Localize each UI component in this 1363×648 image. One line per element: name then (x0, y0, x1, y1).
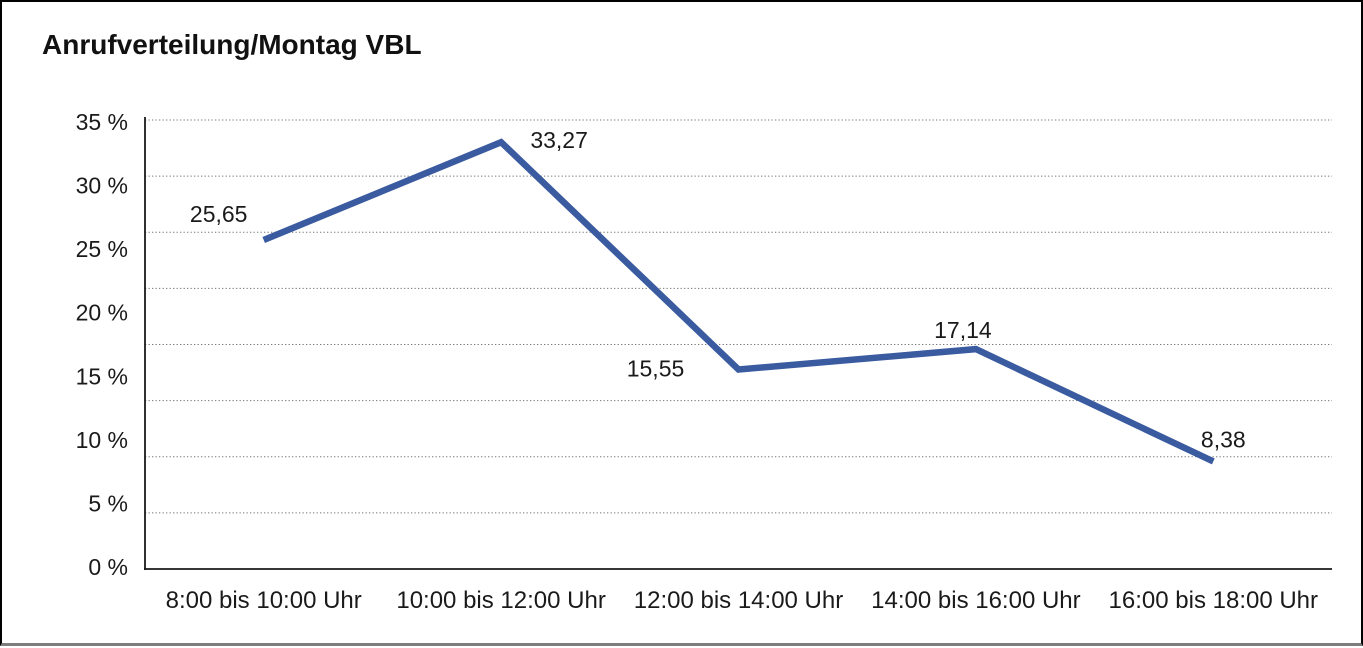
y-tick-label: 35 % (76, 109, 128, 135)
y-tick-label: 10 % (76, 427, 128, 453)
x-category-label: 12:00 bis 14:00 Uhr (634, 587, 843, 614)
y-tick-label: 30 % (76, 173, 128, 199)
y-tick-label: 15 % (76, 363, 128, 389)
data-point-label: 17,14 (934, 317, 992, 343)
data-point-label: 25,65 (190, 201, 248, 227)
y-tick-label: 20 % (76, 300, 128, 326)
data-point-label: 15,55 (627, 356, 685, 382)
series-line (262, 138, 1215, 465)
x-category-label: 16:00 bis 18:00 Uhr (1109, 587, 1318, 614)
data-point-label: 33,27 (530, 127, 588, 153)
x-category-label: 8:00 bis 10:00 Uhr (166, 587, 362, 614)
y-tick-label: 5 % (88, 490, 128, 516)
y-tick-label: 25 % (76, 236, 128, 262)
chart-title: Anrufverteilung/Montag VBL (42, 29, 422, 60)
data-point-label: 8,38 (1201, 426, 1246, 452)
x-category-label: 14:00 bis 16:00 Uhr (871, 587, 1080, 614)
y-tick-label: 0 % (88, 554, 128, 580)
x-category-label: 10:00 bis 12:00 Uhr (396, 587, 605, 614)
